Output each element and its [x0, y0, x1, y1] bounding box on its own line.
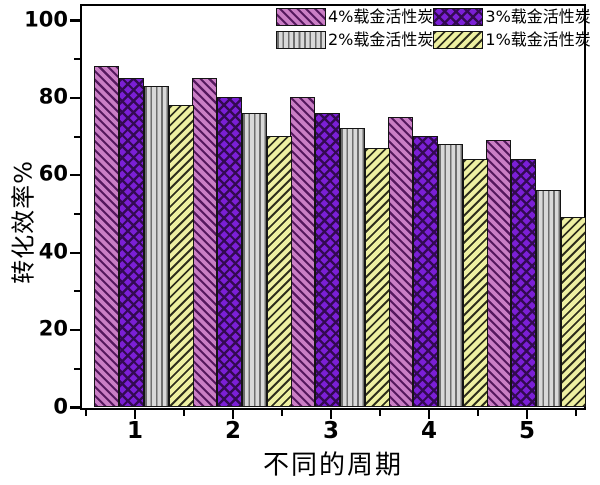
x-minor-tick — [183, 410, 185, 416]
x-major-tick — [525, 410, 529, 419]
bar-series1-cycle5 — [485, 139, 511, 407]
legend-row-2: 2%载金活性炭 1%载金活性炭 — [276, 30, 591, 50]
bar-series3-cycle3 — [339, 128, 365, 407]
legend-item-2pct: 2%载金活性炭 — [276, 30, 433, 50]
x-major-tick — [133, 410, 137, 419]
y-tick-label: 80 — [38, 84, 68, 109]
x-tick-label: 1 — [126, 418, 143, 444]
x-major-tick — [427, 410, 431, 419]
legend-swatch-3pct-icon — [433, 8, 484, 26]
bar-series3-cycle1 — [143, 85, 169, 407]
y-minor-tick — [74, 290, 80, 293]
bar-series2-cycle3 — [314, 112, 340, 407]
legend-item-3pct: 3%载金活性炭 — [433, 7, 591, 27]
y-minor-tick — [74, 135, 80, 138]
bar-series4-cycle3 — [364, 147, 390, 407]
bar-series4-cycle2 — [266, 136, 292, 407]
legend-swatch-4pct-icon — [276, 8, 326, 26]
legend-item-4pct: 4%载金活性炭 — [276, 7, 433, 27]
y-tick-label: 40 — [38, 239, 68, 264]
legend-label-2pct: 2%载金活性炭 — [328, 30, 434, 49]
y-tick-label: 0 — [53, 394, 68, 419]
x-tick-label: 3 — [322, 418, 339, 444]
bar-series1-cycle4 — [387, 116, 413, 407]
x-tick-label: 4 — [420, 418, 437, 444]
y-major-tick — [70, 406, 80, 409]
bar-series3-cycle4 — [437, 143, 463, 407]
legend-label-3pct: 3%载金活性炭 — [485, 7, 591, 26]
y-minor-tick — [74, 367, 80, 370]
legend-label-1pct: 1%载金活性炭 — [485, 30, 591, 49]
bar-series2-cycle2 — [216, 97, 242, 407]
bar-series4-cycle1 — [168, 105, 194, 407]
bar-series2-cycle4 — [412, 136, 438, 407]
y-major-tick — [70, 19, 80, 22]
legend-item-1pct: 1%载金活性炭 — [433, 30, 591, 50]
bar-series4-cycle5 — [560, 217, 586, 407]
y-tick-label: 100 — [24, 7, 68, 32]
x-minor-tick — [477, 410, 479, 416]
bar-series1-cycle2 — [191, 78, 217, 407]
legend-swatch-1pct-icon — [433, 31, 484, 49]
plot-area — [80, 4, 586, 410]
x-tick-label: 2 — [224, 418, 241, 444]
bar-series3-cycle2 — [241, 112, 267, 407]
x-major-tick — [231, 410, 235, 419]
x-minor-tick — [575, 410, 577, 416]
bar-series2-cycle5 — [510, 159, 536, 407]
y-tick-label: 20 — [38, 316, 68, 341]
bar-series2-cycle1 — [118, 78, 144, 407]
bar-series4-cycle4 — [462, 159, 488, 407]
y-minor-tick — [74, 58, 80, 61]
bar-series3-cycle5 — [535, 190, 561, 407]
x-minor-tick — [281, 410, 283, 416]
y-major-tick — [70, 96, 80, 99]
x-tick-label: 5 — [518, 418, 535, 444]
y-major-tick — [70, 251, 80, 254]
bar-series1-cycle3 — [289, 97, 315, 407]
y-major-tick — [70, 174, 80, 177]
x-minor-tick — [379, 410, 381, 416]
x-major-tick — [329, 410, 333, 419]
y-major-tick — [70, 329, 80, 332]
y-tick-label: 60 — [38, 161, 68, 186]
bar-series1-cycle1 — [93, 66, 119, 407]
legend-swatch-2pct-icon — [276, 31, 326, 49]
legend-label-4pct: 4%载金活性炭 — [328, 7, 434, 26]
x-minor-tick — [85, 410, 87, 416]
legend-row-1: 4%载金活性炭 3%载金活性炭 — [276, 7, 591, 27]
legend: 4%载金活性炭 3%载金活性炭 2%载金活性炭 1%载金活性炭 — [276, 7, 591, 50]
x-axis-title: 不同的周期 — [262, 450, 404, 481]
y-minor-tick — [74, 213, 80, 215]
